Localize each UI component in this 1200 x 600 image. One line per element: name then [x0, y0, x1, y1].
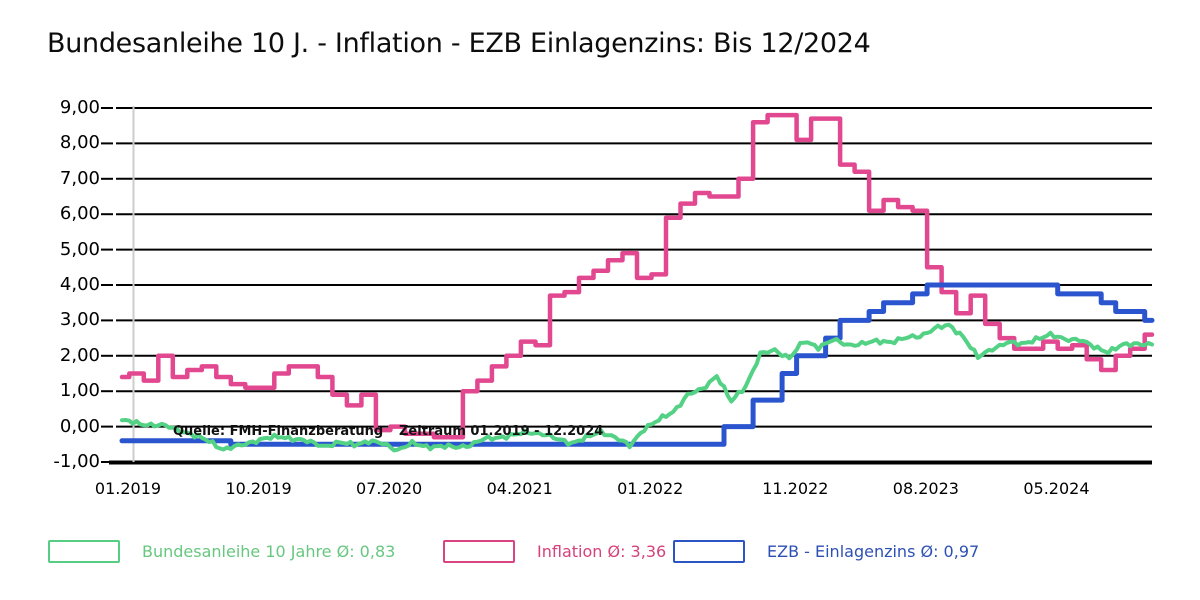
legend-label-ezb: EZB - Einlagenzins Ø: 0,97 [767, 541, 980, 561]
period-annotation: Zeitraum 01.2019 - 12.2024 [399, 424, 604, 439]
y-tick-label: 8,00 [59, 132, 100, 154]
legend-swatch-inflation [443, 539, 515, 563]
line-ezb-einlagenzins [119, 282, 1155, 447]
x-tick-label: 01.2019 [94, 479, 162, 498]
x-tick-label: 08.2023 [892, 479, 959, 498]
x-tick-label: 05.2024 [1023, 479, 1090, 498]
legend-item-inflation: Inflation Ø: 3,36 [443, 539, 666, 563]
y-tick-label: 3,00 [59, 309, 100, 331]
y-tick-label: 2,00 [59, 344, 100, 366]
legend-item-ezb: EZB - Einlagenzins Ø: 0,97 [673, 539, 979, 563]
y-tick-label: 4,00 [59, 274, 100, 295]
x-tick-label: 04.2021 [486, 479, 553, 498]
line-bundesanleihe-10-jahre [120, 322, 1154, 453]
legend-label-inflation: Inflation Ø: 3,36 [537, 541, 667, 561]
legend-swatch-bundesanleihe [48, 539, 120, 563]
y-tick-label: 5,00 [59, 238, 100, 260]
x-tick-label: 01.2022 [617, 479, 684, 498]
legend-label-bundesanleihe: Bundesanleihe 10 Jahre Ø: 0,83 [142, 541, 396, 561]
y-tick-label: 9,00 [59, 97, 100, 118]
y-tick-label: 6,00 [59, 203, 100, 225]
y-tick-label: 0,00 [59, 415, 100, 437]
legend-swatch-ezb [673, 539, 745, 563]
line-inflation [119, 112, 1155, 440]
legend-item-bundesanleihe: Bundesanleihe 10 Jahre Ø: 0,83 [48, 539, 395, 563]
source-annotation: Quelle: FMH-Finanzberatung [173, 424, 384, 439]
x-tick-label: 10.2019 [225, 479, 292, 498]
y-tick-label: 1,00 [59, 380, 100, 402]
y-tick-label: 7,00 [59, 167, 100, 189]
x-tick-label: 11.2022 [762, 479, 829, 498]
chart-title: Bundesanleihe 10 J. - Inflation - EZB Ei… [47, 28, 871, 59]
x-tick-label: 07.2020 [356, 479, 423, 498]
y-tick-label: -1,00 [53, 451, 100, 472]
